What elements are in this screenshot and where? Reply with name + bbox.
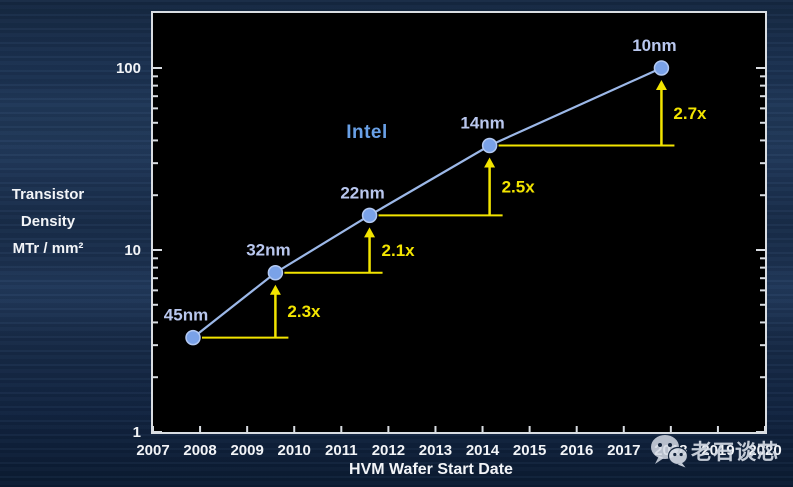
data-point-10nm — [653, 60, 670, 76]
x-tick-label-2013: 2013 — [419, 442, 452, 459]
y-axis-title-line2: Density — [20, 213, 76, 230]
y-tick-label-10: 10 — [124, 242, 141, 259]
series-line-Intel — [192, 66, 662, 339]
gain-arrowhead-2.5x — [484, 157, 496, 168]
node-label-14nm: 14nm — [460, 114, 504, 133]
y-axis-title-line3: MTr / mm² — [12, 240, 84, 257]
gain-label-2.3x: 2.3x — [287, 302, 321, 321]
x-tick-label-2020: 2020 — [748, 442, 781, 459]
brand-label: Intel — [346, 122, 388, 143]
watermark-text: 老石谈芯 — [691, 441, 779, 464]
y-tick-label-1: 1 — [133, 424, 141, 441]
gain-arrowhead-2.1x — [364, 227, 376, 238]
y-tick-label-100: 100 — [116, 60, 141, 77]
data-point-14nm — [481, 137, 498, 154]
x-tick-label-2012: 2012 — [372, 442, 405, 459]
y-axis-title-line1: Transistor — [11, 186, 85, 203]
x-tick-label-2017: 2017 — [607, 442, 640, 459]
gain-label-2.5x: 2.5x — [502, 177, 536, 196]
x-tick-label-2007: 2007 — [136, 442, 169, 459]
node-label-45nm: 45nm — [164, 306, 208, 325]
gain-arrowhead-2.3x — [269, 284, 281, 295]
x-tick-label-2009: 2009 — [230, 442, 263, 459]
x-tick-label-2011: 2011 — [325, 442, 358, 459]
x-tick-label-2019: 2019 — [701, 442, 734, 459]
gain-arrowhead-2.7x — [655, 80, 667, 90]
node-label-10nm: 10nm — [632, 36, 676, 55]
data-point-32nm — [267, 264, 284, 281]
gain-label-2.1x: 2.1x — [382, 241, 416, 260]
gain-label-2.7x: 2.7x — [673, 104, 707, 123]
node-label-22nm: 22nm — [340, 183, 384, 202]
data-point-22nm — [361, 207, 378, 224]
plot-area — [151, 11, 767, 434]
watermark: 老石谈芯 — [650, 434, 779, 468]
data-point-45nm — [185, 329, 201, 346]
x-tick-label-2008: 2008 — [183, 442, 216, 459]
node-label-32nm: 32nm — [246, 241, 290, 260]
wechat-icon — [651, 435, 688, 468]
x-axis-title: HVM Wafer Start Date — [349, 461, 513, 478]
y-axis-title: Transistor Density MTr / mm² — [0, 181, 96, 262]
x-tick-label-2015: 2015 — [513, 442, 546, 459]
x-tick-label-2010: 2010 — [278, 442, 311, 459]
x-tick-label-2016: 2016 — [560, 442, 593, 459]
x-tick-label-2014: 2014 — [466, 442, 500, 459]
